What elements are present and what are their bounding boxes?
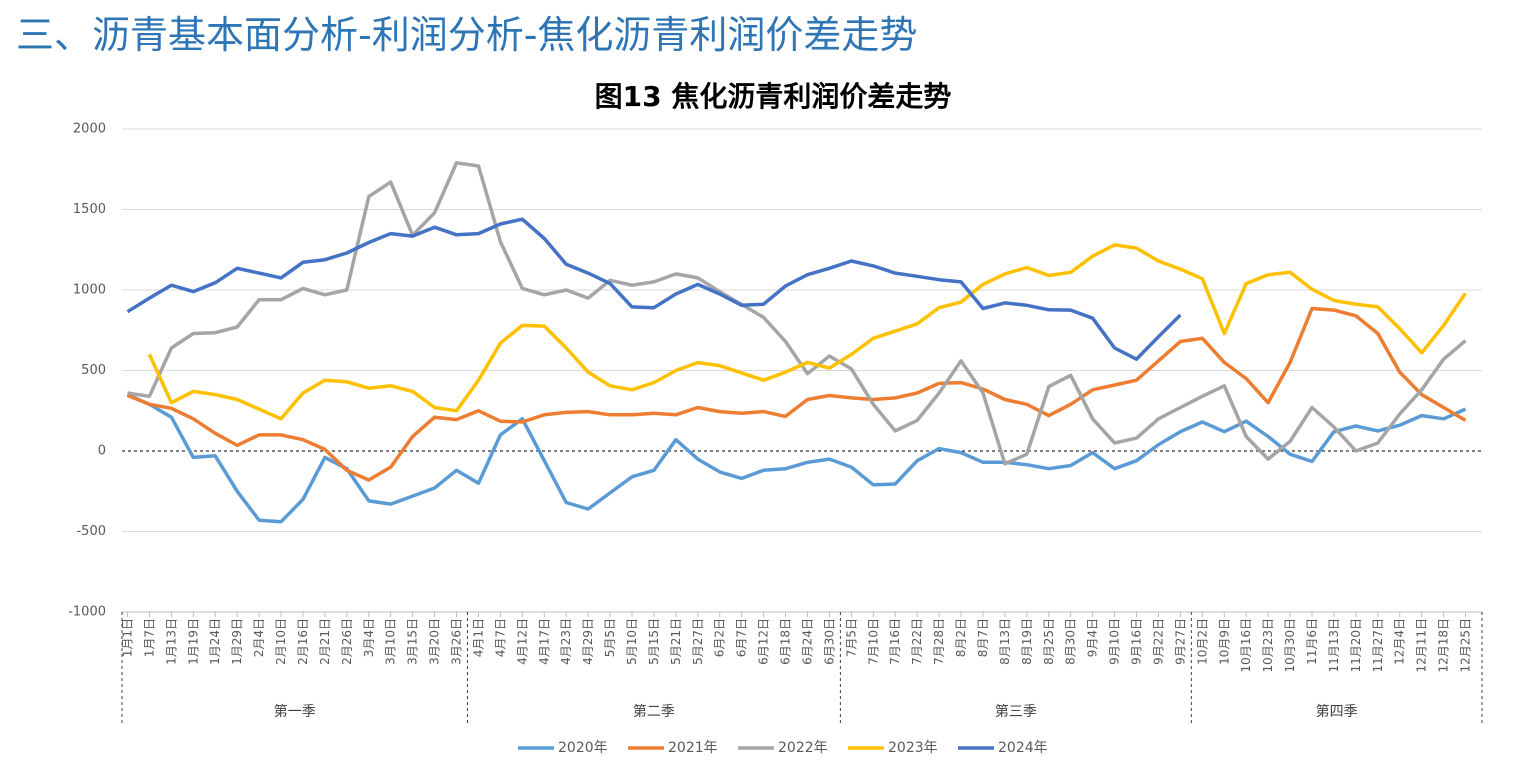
x-tick-label: 8月13日: [998, 618, 1012, 665]
x-tick-label: 4月12日: [515, 618, 529, 665]
x-tick-label: 2月10日: [274, 618, 288, 665]
x-tick-label: 11月6日: [1305, 618, 1319, 665]
x-tick-label: 5月15日: [647, 618, 661, 665]
x-tick-label: 7月22日: [910, 618, 924, 665]
x-tick-label: 1月7日: [142, 618, 156, 657]
x-tick-label: 6月7日: [735, 618, 749, 657]
series-line: [127, 161, 1467, 466]
legend-label: 2020年: [558, 740, 608, 756]
quarter-label: 第二季: [633, 703, 675, 720]
x-tick-label: 6月24日: [800, 618, 814, 665]
y-tick-label: 1000: [73, 283, 106, 298]
x-tick-label: 8月7日: [976, 618, 990, 657]
legend-label: 2024年: [998, 740, 1048, 756]
x-tick-label: 2月26日: [340, 618, 354, 665]
x-tick-label: 10月30日: [1283, 618, 1297, 673]
x-tick-label: 10月9日: [1217, 618, 1231, 665]
x-tick-label: 1月1日: [120, 618, 134, 657]
x-tick-label: 4月29日: [581, 618, 595, 665]
legend-label: 2022年: [778, 740, 828, 756]
x-tick-label: 7月10日: [866, 618, 880, 665]
x-tick-label: 8月2日: [954, 618, 968, 657]
x-tick-label: 11月27日: [1371, 618, 1385, 673]
x-tick-label: 1月13日: [164, 618, 178, 665]
x-tick-label: 3月26日: [450, 618, 464, 665]
x-tick-label: 1月19日: [186, 618, 200, 665]
x-tick-label: 10月2日: [1195, 618, 1209, 665]
x-tick-label: 2月4日: [252, 618, 266, 657]
x-tick-label: 6月12日: [757, 618, 771, 665]
legend-label: 2021年: [668, 740, 718, 756]
x-tick-label: 11月13日: [1327, 618, 1341, 673]
x-tick-label: 12月25日: [1459, 618, 1473, 673]
x-tick-label: 11月20日: [1349, 618, 1363, 673]
x-tick-label: 2月21日: [318, 618, 332, 665]
x-tick-label: 9月10日: [1108, 618, 1122, 665]
x-tick-label: 8月30日: [1064, 618, 1078, 665]
x-tick-label: 7月16日: [888, 618, 902, 665]
x-tick-label: 5月5日: [603, 618, 617, 657]
x-tick-label: 12月18日: [1437, 618, 1451, 673]
legend-label: 2023年: [888, 740, 938, 756]
x-tick-label: 1月29日: [230, 618, 244, 665]
page-heading: 三、沥青基本面分析-利润分析-焦化沥青利润价差走势: [16, 13, 918, 57]
x-tick-label: 3月15日: [406, 618, 420, 665]
y-tick-label: 0: [98, 444, 106, 459]
x-tick-label: 8月25日: [1042, 618, 1056, 665]
x-tick-label: 5月10日: [625, 618, 639, 665]
series-line: [126, 217, 1182, 361]
y-tick-label: -500: [76, 524, 106, 539]
x-tick-label: 1月24日: [208, 618, 222, 665]
quarter-label: 第三季: [995, 703, 1037, 720]
x-tick-label: 4月1日: [471, 618, 485, 657]
x-tick-label: 7月28日: [932, 618, 946, 665]
x-tick-label: 10月16日: [1239, 618, 1253, 673]
x-tick-label: 3月4日: [362, 618, 376, 657]
x-tick-label: 8月19日: [1020, 618, 1034, 665]
x-tick-label: 6月30日: [822, 618, 836, 665]
x-tick-label: 3月10日: [384, 618, 398, 665]
y-tick-label: 500: [81, 363, 106, 378]
chart-title: 图13 焦化沥青利润价差走势: [595, 80, 952, 113]
x-tick-label: 7月5日: [844, 618, 858, 657]
x-tick-label: 5月27日: [691, 618, 705, 665]
x-tick-label: 12月11日: [1415, 618, 1429, 673]
x-tick-label: 10月23日: [1261, 618, 1275, 673]
series-line: [147, 243, 1467, 421]
x-tick-label: 9月4日: [1086, 618, 1100, 657]
x-tick-label: 6月18日: [779, 618, 793, 665]
x-tick-label: 9月16日: [1130, 618, 1144, 665]
y-tick-label: 1500: [73, 202, 106, 217]
x-tick-label: 9月27日: [1173, 618, 1187, 665]
quarter-label: 第四季: [1316, 703, 1358, 720]
x-tick-label: 4月17日: [537, 618, 551, 665]
series-line: [126, 306, 1467, 482]
y-tick-label: -1000: [68, 605, 106, 620]
series-line: [126, 392, 1467, 524]
x-tick-label: 2月16日: [296, 618, 310, 665]
x-tick-label: 4月23日: [559, 618, 573, 665]
y-tick-label: 2000: [73, 122, 106, 137]
x-tick-label: 12月4日: [1393, 618, 1407, 665]
x-tick-label: 3月20日: [428, 618, 442, 665]
x-tick-label: 6月2日: [713, 618, 727, 657]
x-tick-label: 9月22日: [1151, 618, 1165, 665]
x-tick-label: 5月21日: [669, 618, 683, 665]
quarter-label: 第一季: [274, 703, 316, 720]
x-tick-label: 4月7日: [493, 618, 507, 657]
